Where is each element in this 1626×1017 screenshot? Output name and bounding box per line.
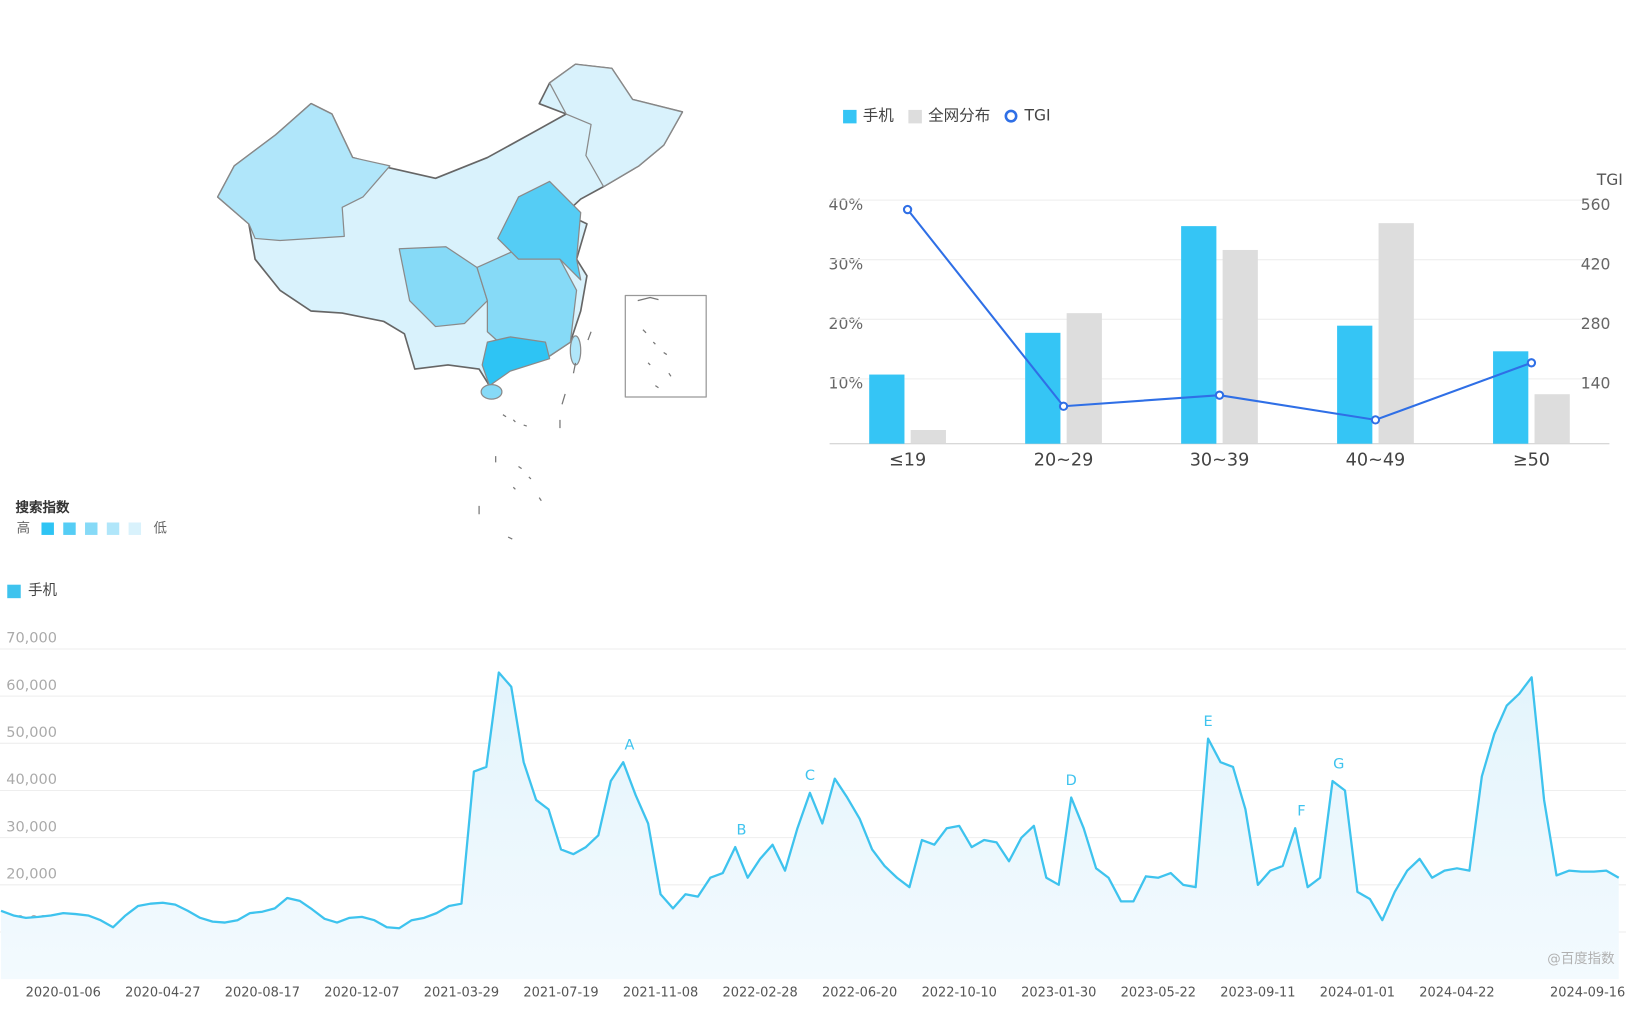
x-tick-label: 2020-08-17 — [225, 986, 300, 1001]
legend-swatch — [41, 522, 54, 535]
china-map — [216, 63, 707, 540]
tgi-point — [1526, 358, 1537, 368]
annotation: D — [1066, 773, 1077, 789]
bar — [1534, 394, 1570, 444]
legend-swatch — [128, 522, 142, 535]
y2-tick-label: 560 — [1581, 196, 1611, 214]
bar — [869, 374, 905, 444]
watermark: @百度指数 — [1547, 951, 1615, 967]
annotation: F — [1297, 804, 1305, 820]
tgi-point — [1370, 415, 1381, 425]
y-tick-label: 50,000 — [6, 725, 57, 741]
y2-tick-label: 420 — [1581, 255, 1611, 273]
x-tick-label: 2021-07-19 — [523, 986, 598, 1001]
y-tick-label: 10% — [829, 375, 864, 393]
bar — [910, 429, 946, 444]
x-tick-label: 2020-04-27 — [125, 986, 200, 1001]
x-tick-label: 40~49 — [1346, 450, 1406, 470]
x-tick-label: ≥50 — [1513, 450, 1550, 470]
y-tick-label: 30,000 — [6, 819, 57, 835]
annotation: B — [736, 822, 746, 838]
x-tick-label: 2022-10-10 — [922, 986, 997, 1001]
tgi-line — [906, 208, 1532, 421]
area-fill — [1, 672, 1619, 980]
y-tick-label: 20,000 — [6, 866, 57, 882]
x-tick-label: 2023-05-22 — [1121, 986, 1196, 1001]
x-tick-label: 2021-11-08 — [623, 986, 698, 1001]
x-tick-label: 2024-09-16 — [1550, 986, 1625, 1001]
legend-title: 搜索指数 — [16, 499, 70, 516]
x-tick-label: 2022-06-20 — [822, 986, 897, 1001]
y-tick-label: 40,000 — [6, 772, 57, 788]
bar — [1222, 249, 1258, 444]
x-tick-label: 2020-01-06 — [26, 986, 101, 1001]
y-tick-label: 40% — [829, 196, 864, 214]
y2-tick-label: 280 — [1581, 315, 1611, 333]
y-tick-label: 20% — [829, 315, 864, 333]
annotation: A — [624, 738, 634, 754]
y2-axis-title: TGI — [1596, 171, 1623, 189]
x-tick-label: 2021-03-29 — [424, 986, 499, 1001]
legend-low: 低 — [153, 521, 167, 537]
bar — [1378, 223, 1414, 444]
annotation: E — [1204, 714, 1213, 730]
y-tick-label: 30% — [829, 255, 864, 273]
map-islands — [478, 331, 592, 540]
region-taiwan — [569, 335, 582, 366]
x-tick-label: 2022-02-28 — [722, 986, 797, 1001]
x-tick-label: ≤19 — [889, 450, 926, 470]
annotation: G — [1333, 756, 1344, 772]
region-northeast — [548, 63, 683, 188]
map-inset-islands — [637, 296, 672, 389]
x-tick-label: 2023-09-11 — [1220, 986, 1295, 1001]
legend-marker — [908, 109, 922, 124]
legend-marker — [843, 109, 857, 124]
bar — [1025, 332, 1061, 444]
legend-marker — [7, 584, 21, 599]
region-northwest — [217, 103, 391, 242]
tgi-point — [1058, 401, 1069, 411]
series-line — [0, 671, 1620, 930]
legend-swatch — [63, 522, 76, 535]
annotation: C — [805, 768, 815, 784]
bar — [1337, 325, 1373, 444]
legend-marker — [1004, 109, 1018, 123]
region-southwest — [398, 246, 489, 328]
y-tick-label: 60,000 — [6, 678, 57, 694]
bar — [1181, 226, 1217, 444]
legend-label: 手机 — [863, 107, 895, 125]
legend-label: 全网分布 — [928, 107, 990, 125]
x-tick-label: 2024-01-01 — [1320, 986, 1395, 1001]
legend-label: 手机 — [28, 582, 58, 599]
x-tick-label: 20~29 — [1034, 450, 1094, 470]
y-tick-label: 70,000 — [6, 631, 57, 647]
legend-high: 高 — [17, 520, 30, 537]
tgi-point — [902, 204, 913, 215]
map-inset — [624, 294, 707, 398]
legend-label: TGI — [1024, 107, 1051, 125]
x-tick-label: 2023-01-30 — [1021, 986, 1096, 1001]
x-tick-label: 2020-12-07 — [324, 986, 399, 1001]
legend-swatch — [85, 522, 98, 535]
x-tick-label: 2024-04-22 — [1419, 986, 1494, 1001]
x-tick-label: 30~39 — [1190, 450, 1250, 470]
legend-swatch — [106, 522, 120, 535]
region-south — [481, 336, 551, 387]
tgi-point — [1214, 390, 1225, 400]
region-hainan — [480, 383, 503, 400]
y2-tick-label: 140 — [1581, 375, 1611, 393]
bar — [1066, 313, 1102, 444]
region-east — [497, 180, 582, 281]
